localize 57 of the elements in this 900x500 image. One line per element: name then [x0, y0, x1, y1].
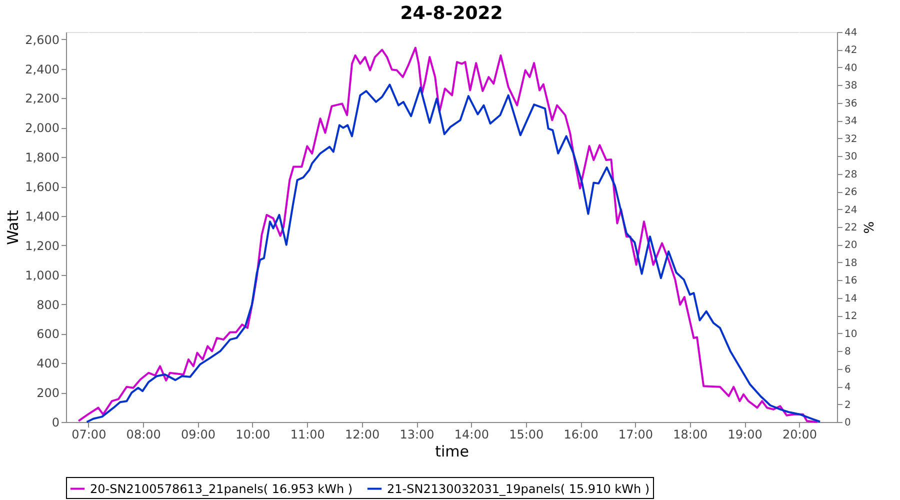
y2-tick-label: 24	[844, 204, 858, 216]
y-tick-label: 1,200	[25, 238, 60, 253]
x-tick-label: 09:00	[180, 428, 216, 442]
x-tick-label: 16:00	[564, 428, 598, 442]
y-tick-label: 800	[36, 298, 60, 312]
legend-label: 21-SN2130032031_19panels( 15.910 kWh )	[387, 482, 650, 496]
y2-tick-label: 36	[844, 98, 858, 110]
y2-tick-label: 6	[844, 364, 851, 376]
y2-tick-label: 2	[844, 400, 851, 411]
x-tick-label: 14:00	[454, 428, 489, 442]
legend-label: 20-SN2100578613_21panels( 16.953 kWh )	[90, 482, 353, 496]
y2-tick-label: 22	[844, 222, 858, 234]
y2-axis-title: %	[860, 221, 876, 234]
y2-tick-label: 12	[844, 311, 858, 322]
y-tick-label: 1,000	[25, 268, 60, 282]
y2-tick-label: 20	[844, 240, 858, 252]
y2-tick-label: 34	[844, 116, 858, 128]
y2-tick-label: 16	[844, 276, 858, 287]
x-axis-title: time	[435, 442, 469, 460]
y-tick-label: 600	[36, 327, 60, 342]
y2-tick-label: 8	[844, 346, 851, 358]
x-tick-label: 20:00	[782, 428, 818, 442]
chart-title: 24-8-2022	[400, 3, 503, 24]
y-tick-label: 2,600	[25, 32, 60, 47]
y-tick-label: 1,400	[25, 209, 60, 224]
y2-tick-label: 40	[844, 62, 858, 74]
y-tick-label: 2,000	[25, 121, 60, 136]
x-tick-label: 15:00	[509, 428, 544, 442]
y2-tick-label: 18	[844, 258, 858, 269]
x-tick-label: 17:00	[618, 428, 654, 442]
y-tick-label: 1,800	[25, 150, 60, 165]
y2-tick-label: 26	[844, 187, 858, 198]
y2-tick-label: 42	[844, 45, 858, 56]
y-tick-label: 1,600	[25, 180, 60, 194]
x-tick-label: 10:00	[236, 428, 270, 442]
y2-tick-label: 38	[844, 80, 858, 92]
y-tick-label: 400	[36, 356, 60, 371]
y2-tick-label: 30	[844, 152, 858, 163]
y-tick-label: 2,400	[25, 62, 60, 76]
x-tick-label: 08:00	[126, 428, 161, 442]
x-tick-label: 11:00	[290, 428, 325, 442]
y2-tick-label: 4	[844, 382, 851, 394]
y2-tick-label: 0	[844, 418, 851, 428]
y2-tick-label: 32	[844, 134, 858, 145]
y-axis-title: Watt	[4, 210, 22, 245]
y-tick-label: 0	[52, 416, 60, 430]
y2-tick-label: 10	[844, 328, 858, 340]
y-tick-label: 200	[36, 386, 60, 400]
y2-tick-label: 44	[844, 28, 858, 38]
y2-tick-label: 14	[844, 293, 858, 304]
y-tick-label: 2,200	[25, 92, 60, 106]
x-tick-label: 13:00	[400, 428, 434, 442]
x-tick-label: 18:00	[673, 428, 708, 442]
x-tick-label: 12:00	[345, 428, 380, 442]
y2-tick-label: 28	[844, 169, 858, 180]
x-tick-label: 19:00	[728, 428, 762, 442]
x-tick-label: 07:00	[72, 428, 106, 442]
